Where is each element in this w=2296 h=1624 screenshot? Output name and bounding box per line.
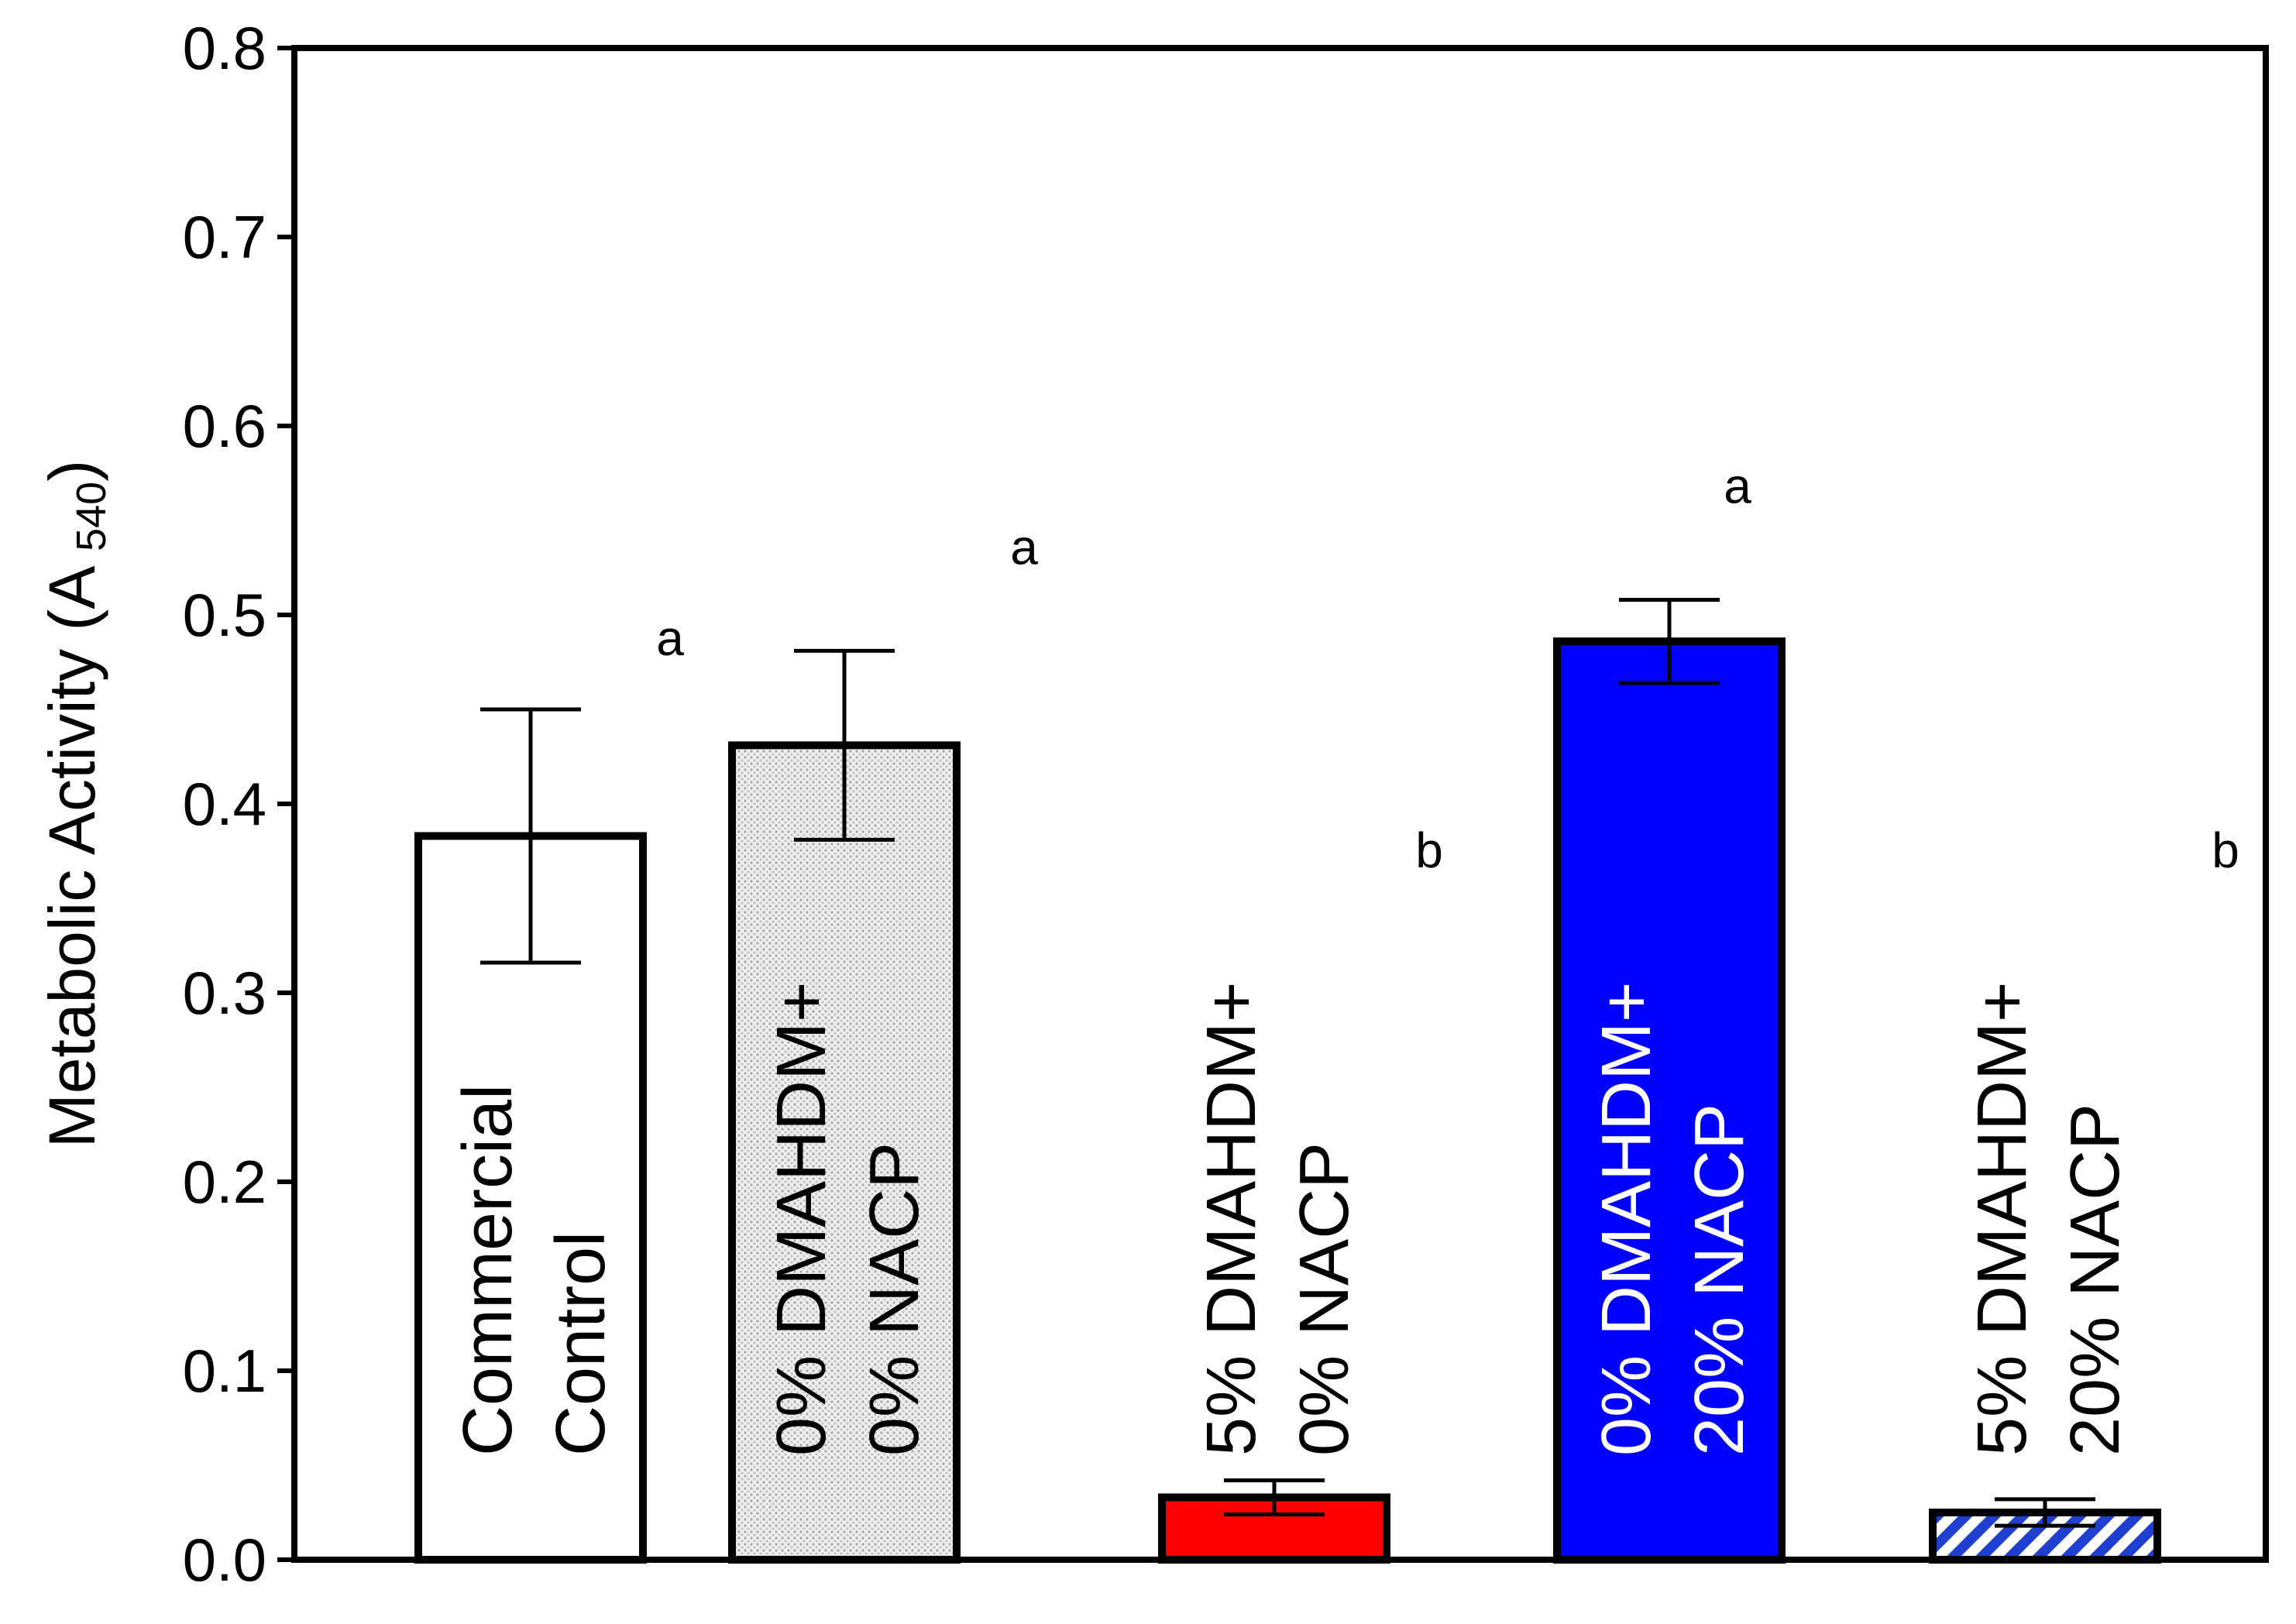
- significance-letter: a: [656, 610, 684, 666]
- significance-letter: a: [1010, 519, 1038, 575]
- y-tick-label: 0.2: [183, 1148, 266, 1216]
- y-tick-label: 0.4: [183, 770, 266, 838]
- y-tick-label: 0.7: [183, 203, 266, 271]
- y-tick-label: 0.8: [183, 14, 266, 82]
- y-axis-label: Metabolic Activity (A 540): [36, 460, 115, 1148]
- category-label: 0% DMAHDM+: [763, 981, 840, 1456]
- category-label: 20% NACP: [2057, 1104, 2134, 1456]
- y-axis-label-main: Metabolic Activity (A: [36, 551, 108, 1148]
- y-tick-label: 0.3: [183, 959, 266, 1027]
- y-tick-label: 0.0: [183, 1526, 266, 1594]
- category-label: Control: [542, 1231, 620, 1456]
- y-tick-label: 0.5: [183, 581, 266, 649]
- significance-letter: b: [1415, 822, 1443, 878]
- y-tick-label: 0.6: [183, 392, 266, 460]
- category-label: 0% NACP: [856, 1142, 933, 1456]
- category-label: 5% DMAHDM+: [1964, 981, 2041, 1456]
- category-label: 0% DMAHDM+: [1588, 981, 1665, 1456]
- significance-letter: a: [1724, 458, 1751, 513]
- y-axis-label-close: ): [36, 460, 108, 482]
- y-axis-label-subscript: 540: [68, 482, 115, 551]
- bar: [1553, 637, 1786, 1564]
- y-tick-label: 0.1: [183, 1337, 266, 1405]
- category-label: 0% NACP: [1286, 1142, 1363, 1456]
- category-label: Commercial: [449, 1084, 527, 1456]
- significance-letter: b: [2212, 822, 2239, 878]
- category-label: 20% NACP: [1681, 1104, 1758, 1456]
- category-label: 5% DMAHDM+: [1193, 981, 1270, 1456]
